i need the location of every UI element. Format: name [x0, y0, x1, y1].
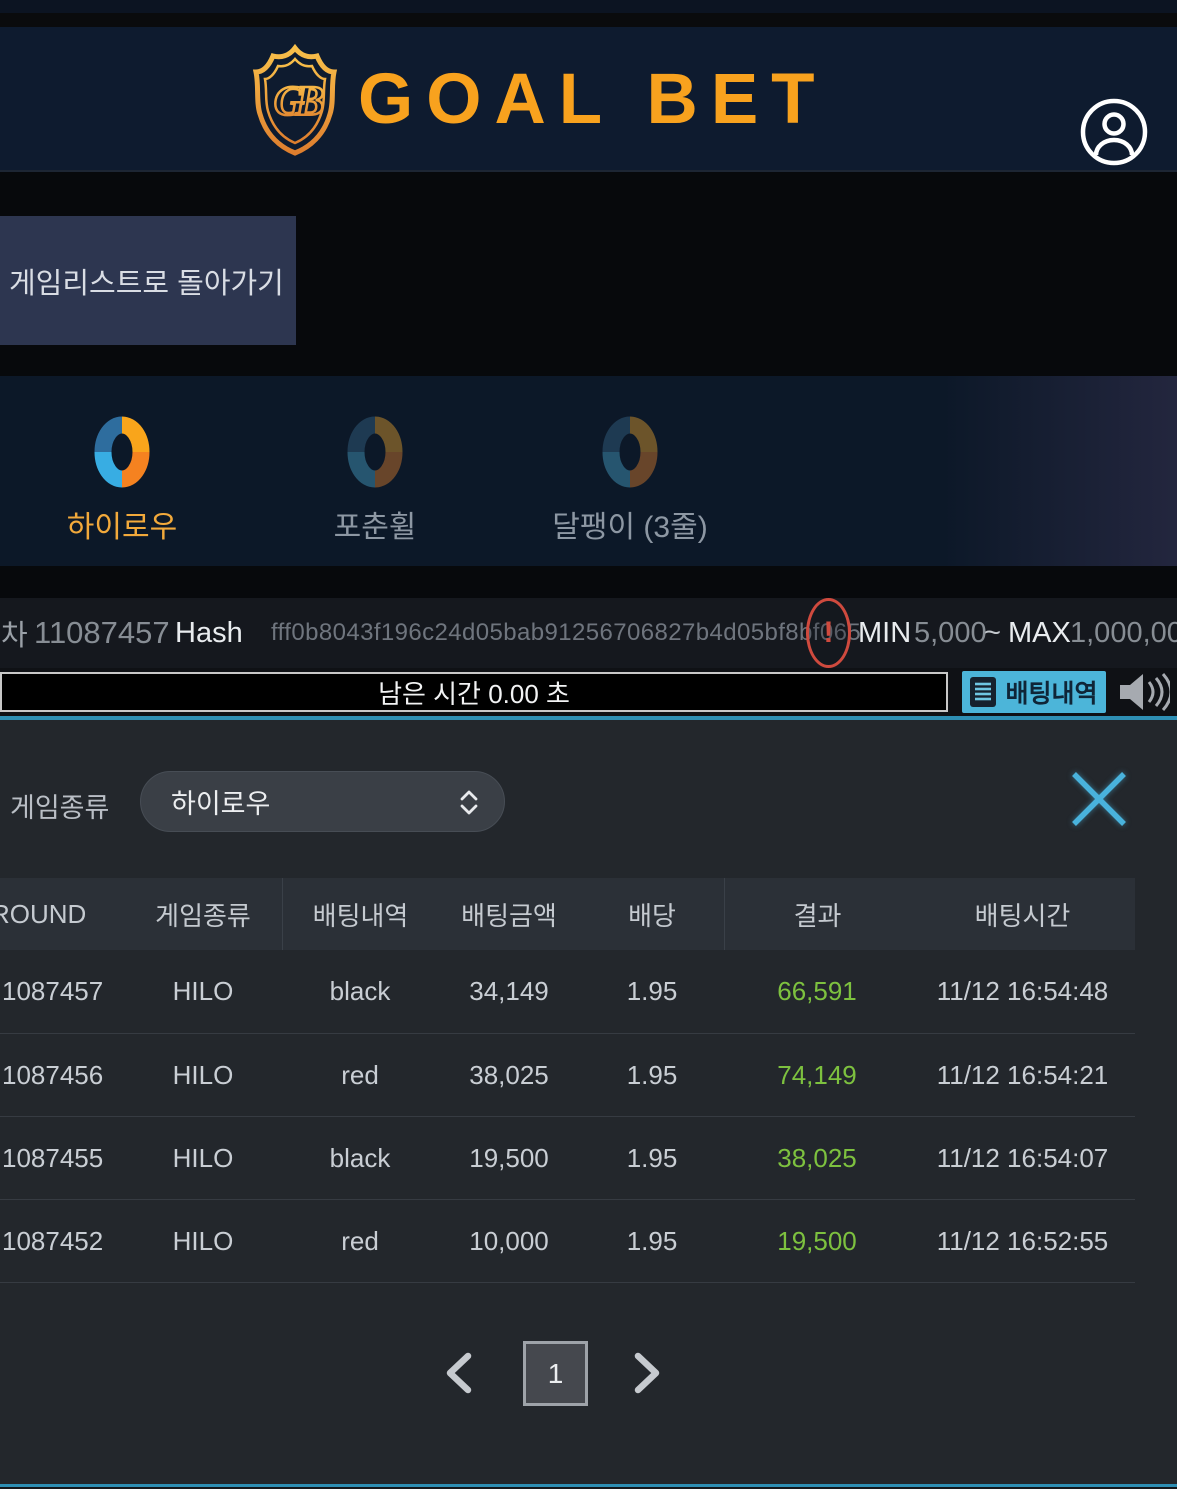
- hash-label: Hash: [175, 616, 243, 649]
- current-page: 1: [547, 1357, 564, 1389]
- cell-game: HILO: [172, 976, 234, 1006]
- back-to-gamelist-label: 게임리스트로 돌아가기: [9, 267, 284, 300]
- brand-logo[interactable]: GB GOAL BET: [250, 27, 828, 172]
- round-number: 11087457: [34, 615, 170, 650]
- table-row: 1087452 HILO red 10,000 1.95 19,500 11/1…: [0, 1199, 1135, 1282]
- bottom-strip: [0, 1487, 1177, 1489]
- top-strip: [0, 0, 1177, 13]
- panel-bottom-border: [0, 1484, 1177, 1487]
- swirl-game-icon: [602, 416, 658, 488]
- cell-result: 66,591: [777, 976, 857, 1006]
- panel-top-border: [0, 716, 1177, 720]
- swirl-game-icon: [94, 416, 150, 488]
- betting-history-panel: 게임종류 하이로우 ROUND 게임종류 배팅내역 배팅금액 배당 결과 배팅시…: [0, 720, 1177, 1484]
- history-table-body: 1087457 HILO black 34,149 1.95 66,591 11…: [0, 950, 1135, 1283]
- max-label: MAX: [1008, 616, 1071, 649]
- list-icon: [970, 677, 997, 707]
- svg-text:GB: GB: [274, 79, 323, 125]
- column-header-game-type: 게임종류: [155, 900, 251, 931]
- shield-logo-icon: GB: [252, 43, 338, 156]
- speaker-icon[interactable]: [1116, 672, 1170, 712]
- cell-result: 19,500: [777, 1225, 857, 1256]
- cell-odds: 1.95: [626, 1142, 678, 1173]
- cell-time: 11/12 16:54:48: [936, 976, 1109, 1006]
- column-header-amount: 배팅금액: [461, 900, 557, 931]
- betting-history-button[interactable]: 배팅내역: [962, 671, 1106, 713]
- back-to-gamelist-button[interactable]: 게임리스트로 돌아가기: [0, 216, 296, 345]
- cell-round: 1087452: [2, 1225, 104, 1256]
- table-row: 1087456 HILO red 38,025 1.95 74,149 11/1…: [0, 1033, 1135, 1116]
- warning-glyph: !: [823, 616, 834, 649]
- range-tilde: ~: [984, 616, 1001, 649]
- game-type-value: 하이로우: [171, 789, 271, 819]
- min-value: 5,000: [914, 616, 987, 649]
- remaining-time-label: 남은 시간 0.00 초: [378, 678, 570, 709]
- column-header-bet: 배팅내역: [282, 878, 438, 950]
- chevron-right-icon[interactable]: [631, 1351, 663, 1395]
- cell-odds: 1.95: [626, 1059, 678, 1090]
- cell-game: HILO: [172, 1142, 234, 1173]
- close-icon[interactable]: [1069, 769, 1129, 829]
- tab-fortune-wheel-label: 포춘휠: [333, 511, 417, 544]
- cell-bet: red: [341, 1059, 379, 1090]
- column-header-round: ROUND: [0, 898, 87, 929]
- hash-value: fff0b8043f196c24d05bab91256706827b4d05bf…: [271, 619, 862, 646]
- cell-time: 11/12 16:54:07: [936, 1142, 1109, 1173]
- cell-odds: 1.95: [626, 976, 678, 1006]
- betting-history-label: 배팅내역: [1005, 680, 1098, 708]
- history-table-header: ROUND 게임종류 배팅내역 배팅금액 배당 결과 배팅시간: [0, 878, 1135, 950]
- max-value: 1,000,000: [1070, 616, 1177, 649]
- min-label: MIN: [858, 616, 912, 649]
- cell-result: 38,025: [777, 1142, 857, 1173]
- cell-amount: 10,000: [469, 1225, 549, 1256]
- cell-time: 11/12 16:52:55: [936, 1225, 1109, 1256]
- table-row: 1087457 HILO black 34,149 1.95 66,591 11…: [0, 950, 1135, 1033]
- cell-odds: 1.95: [626, 1225, 678, 1256]
- cell-amount: 34,149: [469, 976, 549, 1006]
- page-number-button[interactable]: 1: [523, 1341, 588, 1406]
- cell-round: 1087456: [2, 1059, 104, 1090]
- round-info-bar: 차 11087457 Hash fff0b8043f196c24d05bab91…: [0, 598, 1177, 668]
- column-header-time: 배팅시간: [974, 900, 1071, 931]
- column-header-result: 결과: [724, 878, 910, 950]
- chevron-left-icon[interactable]: [443, 1351, 475, 1395]
- app-header: GB GOAL BET: [0, 27, 1177, 172]
- top-black-strip: [0, 13, 1177, 27]
- select-chevron-icon: [460, 790, 478, 815]
- user-profile-icon[interactable]: [1079, 97, 1149, 167]
- cell-bet: black: [329, 1142, 391, 1173]
- column-header-odds: 배당: [628, 900, 676, 931]
- game-type-select[interactable]: 하이로우: [140, 771, 505, 832]
- tab-snail-label: 달팽이 (3줄): [552, 511, 708, 544]
- tab-hilo[interactable]: 하이로우: [42, 415, 202, 546]
- cell-result: 74,149: [777, 1059, 857, 1090]
- brand-title: GOAL BET: [358, 60, 828, 139]
- cell-round: 1087457: [2, 976, 104, 1006]
- tab-hilo-label: 하이로우: [66, 511, 178, 544]
- cell-amount: 38,025: [469, 1059, 549, 1090]
- cell-bet: black: [329, 976, 391, 1006]
- cell-game: HILO: [172, 1225, 234, 1256]
- game-type-label: 게임종류: [10, 793, 110, 823]
- game-tabs-band: 하이로우 포춘휠 달팽이 (3줄): [0, 376, 1177, 566]
- cell-round: 1087455: [2, 1142, 104, 1173]
- tab-fortune-wheel[interactable]: 포춘휠: [295, 415, 455, 546]
- swirl-game-icon: [347, 416, 403, 488]
- cell-amount: 19,500: [469, 1142, 549, 1173]
- timer-row: 남은 시간 0.00 초 배팅내역: [0, 668, 1177, 716]
- remaining-time-bar: 남은 시간 0.00 초: [0, 672, 948, 712]
- round-label: 차: [1, 620, 28, 652]
- warning-icon: !: [806, 598, 851, 668]
- cell-time: 11/12 16:54:21: [936, 1059, 1109, 1090]
- cell-game: HILO: [172, 1059, 234, 1090]
- table-row: 1087455 HILO black 19,500 1.95 38,025 11…: [0, 1116, 1135, 1199]
- cell-bet: red: [341, 1225, 379, 1256]
- tab-snail[interactable]: 달팽이 (3줄): [520, 415, 740, 546]
